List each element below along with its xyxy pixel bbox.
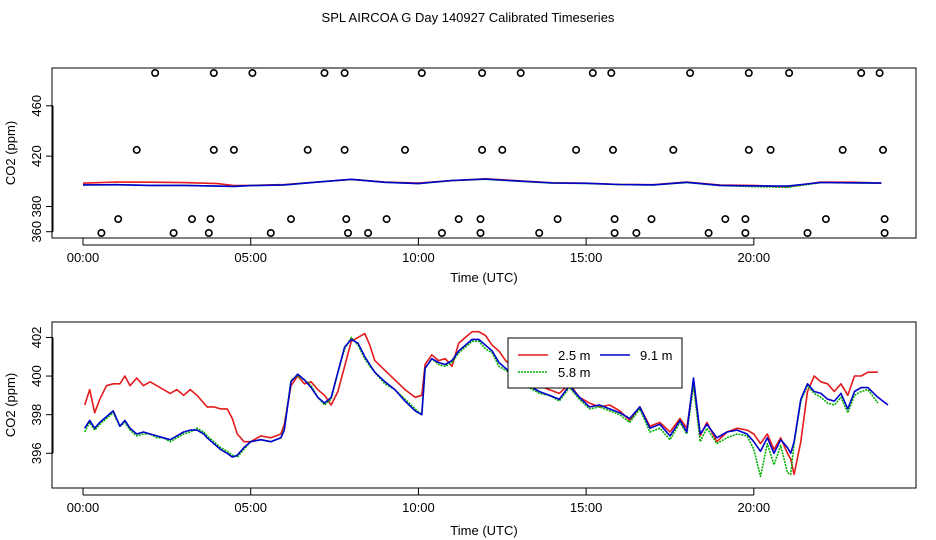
data-point-marker	[607, 69, 616, 78]
data-point-marker	[340, 145, 349, 154]
data-point-marker	[744, 145, 753, 154]
x-tick-label: 05:00	[234, 500, 267, 515]
legend-label-9-1m: 9.1 m	[640, 348, 673, 363]
data-point-marker	[169, 229, 178, 238]
data-point-marker	[97, 229, 106, 238]
x-tick-label: 15:00	[570, 500, 603, 515]
data-point-marker	[417, 69, 426, 78]
y-tick-label: 360	[29, 221, 44, 243]
x-tick-label: 15:00	[570, 250, 603, 265]
series-line-9-1-m	[84, 338, 889, 458]
x-tick-label: 20:00	[738, 500, 771, 515]
data-point-marker	[669, 145, 678, 154]
data-point-marker	[857, 69, 866, 78]
data-point-marker	[286, 215, 295, 224]
data-point-marker	[744, 69, 753, 78]
panel-top: 00:00 05:00 10:00 15:00 20:00 360 380 420 460 T…	[3, 67, 917, 285]
y-tick-label: 380	[29, 196, 44, 218]
data-point-marker	[343, 229, 352, 238]
panel-bottom-ylabel: CO2 (ppm)	[3, 373, 18, 437]
x-tick-label: 10:00	[402, 500, 435, 515]
data-point-marker	[498, 145, 507, 154]
data-point-marker	[766, 145, 775, 154]
data-point-marker	[741, 229, 750, 238]
data-point-marker	[785, 69, 794, 78]
panel-top-frame	[51, 67, 917, 239]
data-point-marker	[320, 69, 329, 78]
data-point-marker	[516, 69, 525, 78]
data-point-marker	[803, 229, 812, 238]
data-point-marker	[114, 215, 123, 224]
data-point-marker	[342, 215, 351, 224]
data-point-marker	[476, 215, 485, 224]
data-point-marker	[454, 215, 463, 224]
y-tick-label: 402	[29, 327, 44, 349]
panel-top-xlabel: Time (UTC)	[450, 270, 517, 285]
data-point-marker	[647, 215, 656, 224]
panel-bottom-frame	[51, 321, 917, 489]
panel-top-ylabel: CO2 (ppm)	[3, 121, 18, 185]
data-point-marker	[535, 229, 544, 238]
data-point-marker	[206, 215, 215, 224]
data-point-marker	[878, 145, 887, 154]
data-point-marker	[875, 69, 884, 78]
series-line-2-5-m	[83, 330, 878, 476]
data-point-marker	[608, 145, 617, 154]
data-point-marker	[704, 229, 713, 238]
data-point-marker	[364, 229, 373, 238]
data-point-marker	[821, 215, 830, 224]
x-tick-label: 00:00	[67, 500, 100, 515]
x-tick-label: 10:00	[402, 250, 435, 265]
x-tick-label: 00:00	[67, 250, 100, 265]
data-point-marker	[610, 229, 619, 238]
data-point-marker	[209, 145, 218, 154]
data-point-marker	[741, 215, 750, 224]
data-point-marker	[588, 69, 597, 78]
data-point-marker	[880, 229, 889, 238]
data-point-marker	[686, 69, 695, 78]
data-point-marker	[610, 215, 619, 224]
data-point-marker	[151, 69, 160, 78]
series-line-9-1-m	[82, 178, 882, 188]
data-point-marker	[838, 145, 847, 154]
data-point-marker	[400, 145, 409, 154]
data-point-marker	[209, 69, 218, 78]
figure-title: SPL AIRCOA G Day 140927 Calibrated Times…	[322, 10, 615, 25]
y-tick-label: 396	[29, 442, 44, 464]
data-point-marker	[553, 215, 562, 224]
x-tick-label: 05:00	[234, 250, 267, 265]
y-tick-label: 398	[29, 404, 44, 426]
data-point-marker	[478, 145, 487, 154]
data-point-marker	[632, 229, 641, 238]
data-point-marker	[188, 215, 197, 224]
panel-bottom-xlabel: Time (UTC)	[450, 523, 517, 538]
data-point-marker	[248, 69, 257, 78]
data-point-marker	[382, 215, 391, 224]
legend-label-2-5m: 2.5 m	[558, 348, 591, 363]
data-point-marker	[572, 145, 581, 154]
legend-box	[507, 337, 683, 389]
y-tick-label: 420	[29, 145, 44, 167]
y-tick-label: 400	[29, 365, 44, 387]
x-tick-label: 20:00	[738, 250, 771, 265]
data-point-marker	[721, 215, 730, 224]
data-point-marker	[478, 69, 487, 78]
data-point-marker	[437, 229, 446, 238]
data-point-marker	[340, 69, 349, 78]
legend-label-5-8m: 5.8 m	[558, 365, 591, 380]
data-point-marker	[229, 145, 238, 154]
panel-bottom: 00:00 05:00 10:00 15:00 20:00 396 398 400 402 T…	[3, 321, 917, 538]
data-point-marker	[266, 229, 275, 238]
legend: 2.5 m 5.8 m 9.1 m	[507, 337, 683, 389]
data-point-marker	[132, 145, 141, 154]
data-point-marker	[303, 145, 312, 154]
data-point-marker	[204, 229, 213, 238]
series-line-5-8-m	[83, 336, 879, 478]
data-point-marker	[880, 215, 889, 224]
data-point-marker	[476, 229, 485, 238]
y-tick-label: 460	[29, 95, 44, 117]
